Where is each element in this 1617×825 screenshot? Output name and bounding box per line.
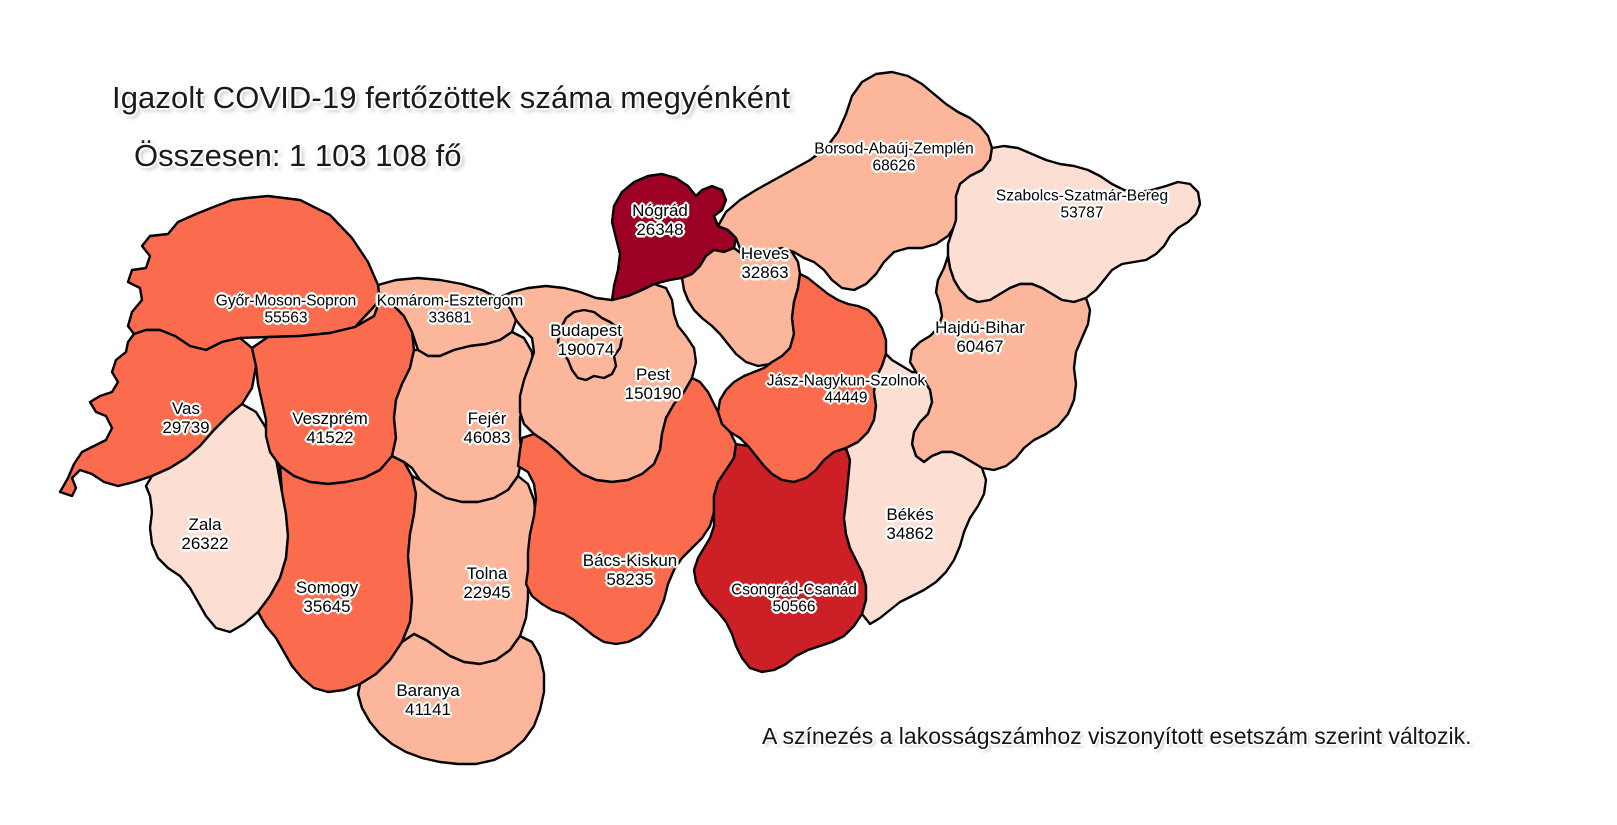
county-shape-vas[interactable] [58, 328, 258, 498]
county-shape-budapest[interactable] [556, 308, 624, 382]
county-shape-gyor-moson-sopron[interactable] [126, 194, 382, 352]
county-shape-bacs-kiskun[interactable] [516, 376, 738, 646]
county-shape-baranya[interactable] [356, 632, 546, 766]
county-shape-hajdu-bihar[interactable] [908, 254, 1092, 472]
county-shape-csongrad-csanad[interactable] [692, 442, 868, 674]
county-shape-bekes[interactable] [842, 352, 988, 626]
county-shape-heves[interactable] [680, 246, 802, 368]
county-shape-szabolcs-szatmar-bereg[interactable] [946, 144, 1202, 304]
county-shape-tolna[interactable] [400, 474, 538, 666]
